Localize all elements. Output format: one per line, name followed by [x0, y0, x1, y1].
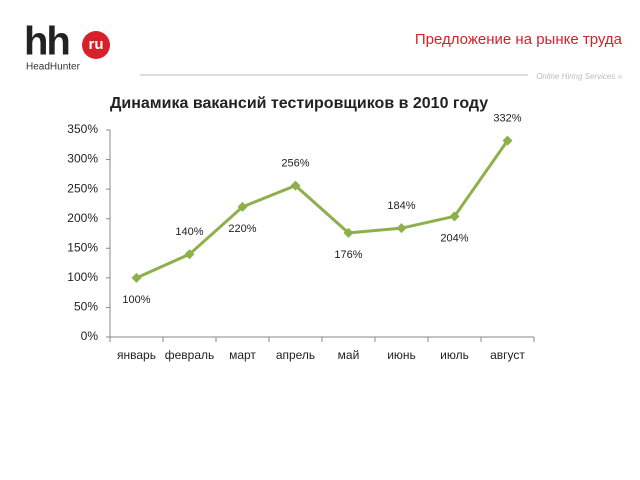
y-tick-label: 150% — [67, 240, 98, 254]
x-tick-label: март — [229, 348, 256, 362]
value-label: 184% — [387, 200, 415, 212]
marker — [290, 180, 301, 191]
x-tick-label: май — [338, 348, 360, 362]
y-tick-label: 300% — [67, 152, 98, 166]
y-tick-label: 0% — [81, 329, 99, 343]
value-label: 220% — [228, 223, 256, 235]
logo-domain: ru — [89, 36, 104, 53]
marker — [237, 201, 248, 212]
y-tick-label: 100% — [67, 270, 98, 284]
y-tick-label: 250% — [67, 181, 98, 195]
value-label: 176% — [334, 249, 362, 261]
value-label: 332% — [493, 113, 521, 125]
y-tick-label: 200% — [67, 211, 98, 225]
logo: hh — [24, 20, 69, 64]
marker — [131, 272, 142, 283]
marker — [343, 227, 354, 238]
marker — [449, 211, 460, 222]
value-label: 140% — [175, 226, 203, 238]
x-tick-label: январь — [117, 348, 156, 362]
value-label: 100% — [122, 294, 150, 306]
value-label: 204% — [440, 232, 468, 244]
logo-badge — [82, 31, 110, 59]
x-tick-label: июль — [440, 348, 469, 362]
marker — [184, 249, 195, 260]
line — [135, 139, 509, 280]
logo-name: HeadHunter — [26, 62, 81, 73]
marker — [502, 135, 513, 146]
y-tick-label: 50% — [74, 300, 98, 314]
x-tick-label: февраль — [165, 348, 215, 362]
chart-title: Динамика вакансий тестировщиков в 2010 г… — [110, 95, 488, 112]
slide-title: Предложение на рынке труда — [415, 31, 623, 48]
tagline: Online Hiring Services » — [536, 72, 622, 81]
marker — [396, 223, 407, 234]
value-label: 256% — [281, 158, 309, 170]
y-tick-label: 350% — [67, 122, 98, 136]
x-tick-label: август — [490, 348, 525, 362]
x-tick-label: июнь — [387, 348, 416, 362]
x-tick-label: апрель — [276, 348, 315, 362]
